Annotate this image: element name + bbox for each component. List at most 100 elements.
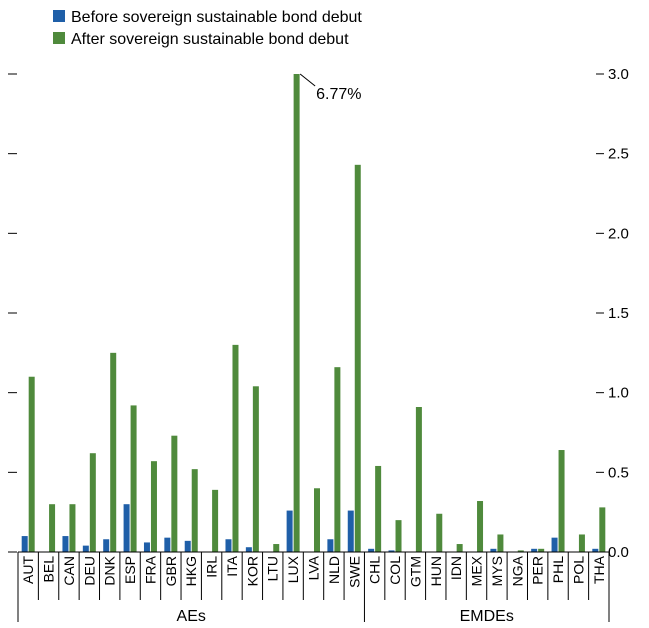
- category-label-PHL: PHL: [550, 556, 566, 583]
- legend-swatch-2: [53, 32, 65, 44]
- category-label-ESP: ESP: [122, 556, 138, 584]
- category-label-FRA: FRA: [142, 555, 158, 584]
- category-label-LVA: LVA: [306, 555, 322, 580]
- x-axis-category-labels: AUT BEL CAN DEU DNK ESP FRA GBR HKG IRL ITA KOR LTU L…: [20, 555, 607, 588]
- category-label-MEX: MEX: [469, 555, 485, 586]
- bar-KOR-after: [252, 386, 259, 552]
- category-label-ITA: ITA: [224, 555, 240, 576]
- bar-LUX-before: [286, 510, 293, 552]
- category-label-IDN: IDN: [448, 556, 464, 580]
- category-label-GTM: GTM: [407, 556, 423, 587]
- category-label-PER: PER: [530, 556, 546, 585]
- x-axis-group-labels: AEs EMDEs: [177, 608, 514, 625]
- bar-COL-before: [388, 550, 395, 552]
- bar-ESP-before: [123, 504, 130, 552]
- bar-FRA-before: [143, 542, 150, 552]
- category-label-BEL: BEL: [41, 556, 57, 583]
- y-tick-label: 0.5: [608, 464, 629, 481]
- bar-LTU-after: [273, 544, 280, 552]
- bar-HKG-before: [184, 540, 191, 552]
- bar-DNK-before: [103, 539, 110, 552]
- bar-PHL-after: [558, 450, 565, 552]
- category-label-SWE: SWE: [346, 556, 362, 588]
- category-label-DNK: DNK: [102, 555, 118, 585]
- bar-SWE-after: [354, 164, 361, 552]
- bar-LVA-after: [314, 488, 320, 552]
- y-tick-label: 1.0: [608, 385, 629, 402]
- bar-DEU-after: [89, 453, 96, 552]
- annotation-label: 6.77%: [316, 86, 361, 103]
- bar-GTM-after: [415, 407, 422, 552]
- bar-DEU-before: [82, 545, 89, 552]
- legend-swatch-1: [53, 10, 65, 22]
- bar-MYS-before: [490, 548, 497, 552]
- bar-PHL-before: [551, 537, 558, 552]
- y-axis-ticks: 0.0 0.5 1.0 1.5 2.0 2.5 3.0: [8, 66, 629, 561]
- bar-THA-before: [592, 548, 599, 552]
- y-tick-label: 0.0: [608, 544, 629, 561]
- bar-FRA-after: [150, 461, 157, 552]
- bar-COL-after: [395, 520, 402, 552]
- bar-ESP-after: [130, 405, 137, 552]
- group-label-emdes: EMDEs: [460, 608, 514, 625]
- bars: [21, 74, 606, 552]
- bar-IRL-after: [212, 489, 219, 552]
- bar-ITA-before: [225, 539, 232, 552]
- bar-PER-before: [531, 548, 538, 552]
- bar-ITA-after: [232, 344, 239, 552]
- y-tick-label: 3.0: [608, 66, 629, 83]
- bar-DNK-after: [110, 352, 117, 552]
- bar-MEX-after: [477, 501, 484, 552]
- annotation: 6.77%: [299, 73, 361, 103]
- category-label-CHL: CHL: [367, 556, 383, 584]
- category-label-NLD: NLD: [326, 556, 342, 584]
- bar-GBR-after: [171, 435, 178, 552]
- bar-IDN-after: [456, 544, 463, 552]
- category-label-COL: COL: [387, 556, 403, 585]
- category-label-IRL: IRL: [204, 556, 220, 578]
- category-label-KOR: KOR: [244, 556, 260, 586]
- bar-GBR-before: [164, 537, 171, 552]
- category-label-POL: POL: [570, 556, 586, 584]
- bar-MYS-after: [497, 534, 504, 552]
- category-label-LTU: LTU: [265, 556, 281, 581]
- bar-POL-after: [578, 534, 585, 552]
- x-axis: [17, 551, 610, 622]
- bar-BEL-after: [49, 504, 56, 552]
- bar-AUT-before: [21, 536, 28, 552]
- category-label-NGA: NGA: [509, 555, 525, 586]
- category-label-GBR: GBR: [163, 556, 179, 586]
- bar-NLD-before: [327, 539, 334, 552]
- annotation-leader-line: [299, 73, 316, 87]
- bar-NGA-after: [517, 550, 524, 552]
- y-tick-label: 1.5: [608, 305, 629, 322]
- legend: Before sovereign sustainable bond debut A…: [53, 9, 362, 48]
- category-label-HKG: HKG: [183, 556, 199, 586]
- legend-label-1: Before sovereign sustainable bond debut: [71, 9, 362, 26]
- bar-CAN-after: [69, 504, 76, 552]
- category-label-DEU: DEU: [81, 556, 97, 586]
- bar-LUX-after: [293, 74, 300, 552]
- bar-AUT-after: [28, 376, 35, 552]
- category-label-MYS: MYS: [489, 556, 505, 586]
- category-label-AUT: AUT: [20, 556, 36, 584]
- y-tick-label: 2.0: [608, 225, 629, 242]
- bar-NLD-after: [334, 367, 341, 552]
- bar-CHL-after: [375, 465, 382, 552]
- bar-CAN-before: [62, 536, 69, 552]
- bar-SWE-before: [347, 510, 354, 552]
- category-label-HUN: HUN: [428, 556, 444, 586]
- bar-PER-after: [538, 548, 545, 552]
- category-label-CAN: CAN: [61, 556, 77, 586]
- category-label-THA: THA: [591, 555, 607, 584]
- bar-KOR-before: [245, 547, 252, 552]
- bar-THA-after: [599, 507, 606, 552]
- legend-label-2: After sovereign sustainable bond debut: [71, 31, 349, 48]
- group-label-aes: AEs: [177, 608, 206, 625]
- bar-CHL-before: [368, 548, 375, 552]
- category-label-LUX: LUX: [285, 555, 301, 583]
- bar-HKG-after: [191, 469, 198, 552]
- y-tick-label: 2.5: [608, 146, 629, 163]
- bar-HUN-after: [436, 513, 443, 552]
